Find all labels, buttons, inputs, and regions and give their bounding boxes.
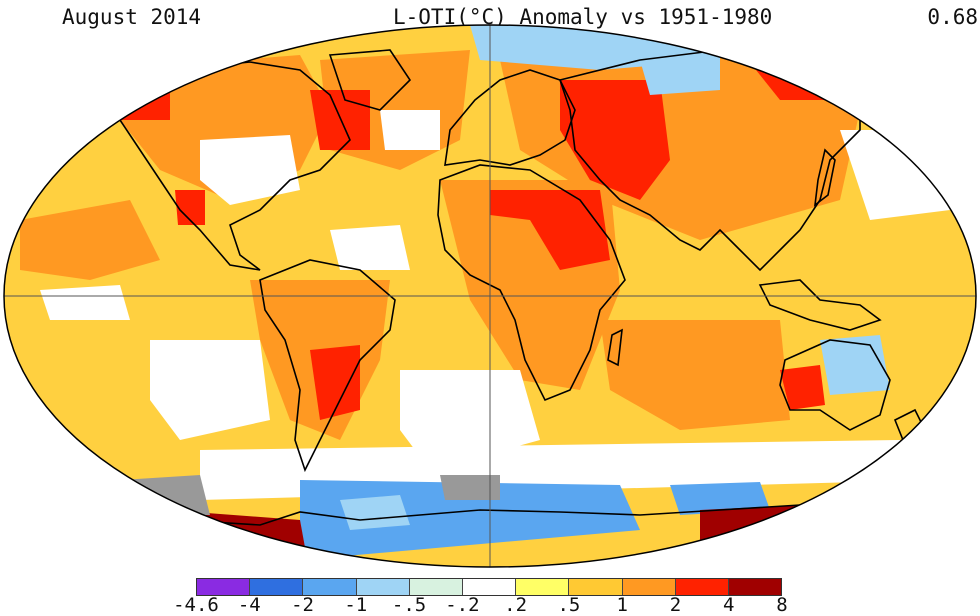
anomaly-hot-alaska [110, 90, 170, 120]
anomaly-cool-siberia [640, 60, 720, 95]
legend-tick-label: -4 [237, 594, 261, 616]
coast-australia [779, 339, 891, 431]
map-date-label: August 2014 [62, 5, 202, 29]
legend-tick-label: -1 [344, 594, 368, 616]
legend-swatch [675, 579, 729, 595]
anomaly-cool-australia [820, 335, 890, 395]
coast-greenland [328, 49, 412, 111]
legend-tick-label: 4 [722, 594, 735, 616]
coast-africa [437, 164, 626, 402]
anomaly-cool-antarctic-east [670, 482, 770, 515]
legend-swatch [516, 579, 570, 595]
anomaly-neutral-south-atlantic [400, 370, 540, 470]
anomaly-hot-sahara [490, 190, 610, 270]
anomaly-region-north-pacific [20, 200, 160, 280]
anomaly-extreme-antarctica-east [700, 500, 900, 567]
anomaly-cool-antarctic-pen [340, 495, 410, 530]
legend-swatch [250, 579, 304, 595]
anomaly-hot-russia [560, 80, 670, 200]
legend-swatch [303, 579, 357, 595]
color-scale-ticks: -4.6 -4 -2 -1 -.5 -.2 .2 .5 1 2 4 8 [0, 596, 980, 615]
legend-swatch [409, 579, 463, 595]
coast-europe [444, 69, 576, 166]
legend-tick-label: -4.6 [173, 594, 219, 616]
world-anomaly-map [3, 24, 977, 568]
coast-south-america [259, 259, 396, 473]
legend-tick-label: -.5 [391, 594, 427, 616]
anomaly-neutral-caribbean [330, 225, 410, 270]
missing-data-weddell [440, 475, 500, 500]
missing-data-north-pacific [230, 30, 310, 45]
legend-tick-label: 2 [669, 594, 682, 616]
globe-outline [3, 24, 977, 568]
coast-japan [813, 148, 836, 207]
legend-swatch [462, 579, 517, 595]
anomaly-neutral-us [200, 135, 300, 205]
anomaly-hot-argentina [310, 345, 360, 420]
anomaly-region-indian-ocean [600, 320, 790, 430]
legend-tick-label: -2 [291, 594, 314, 616]
anomaly-neutral-south-pacific [150, 340, 270, 440]
coast-indonesia [758, 279, 882, 331]
color-scale-legend [196, 578, 782, 596]
coast-madagascar [607, 328, 623, 367]
anomaly-hot-mexico [175, 190, 205, 225]
legend-swatch [622, 579, 676, 595]
legend-swatch [197, 579, 251, 595]
global-mean-value: 0.68 [927, 5, 978, 29]
legend-tick-label: .5 [557, 594, 581, 616]
legend-tick-label: -.2 [445, 594, 480, 616]
legend-swatch [569, 579, 623, 595]
anomaly-hot-quebec [310, 90, 370, 150]
anomaly-neutral-north-atlantic [380, 110, 440, 150]
legend-tick-label: 8 [776, 594, 788, 616]
legend-swatch [728, 579, 782, 595]
anomaly-neutral-pacific [40, 285, 130, 320]
anomaly-hot-australia [780, 365, 825, 410]
legend-tick-label: .2 [504, 594, 528, 616]
coast-north-america [98, 61, 351, 271]
legend-swatch [356, 579, 410, 595]
legend-tick-label: 1 [616, 594, 628, 616]
